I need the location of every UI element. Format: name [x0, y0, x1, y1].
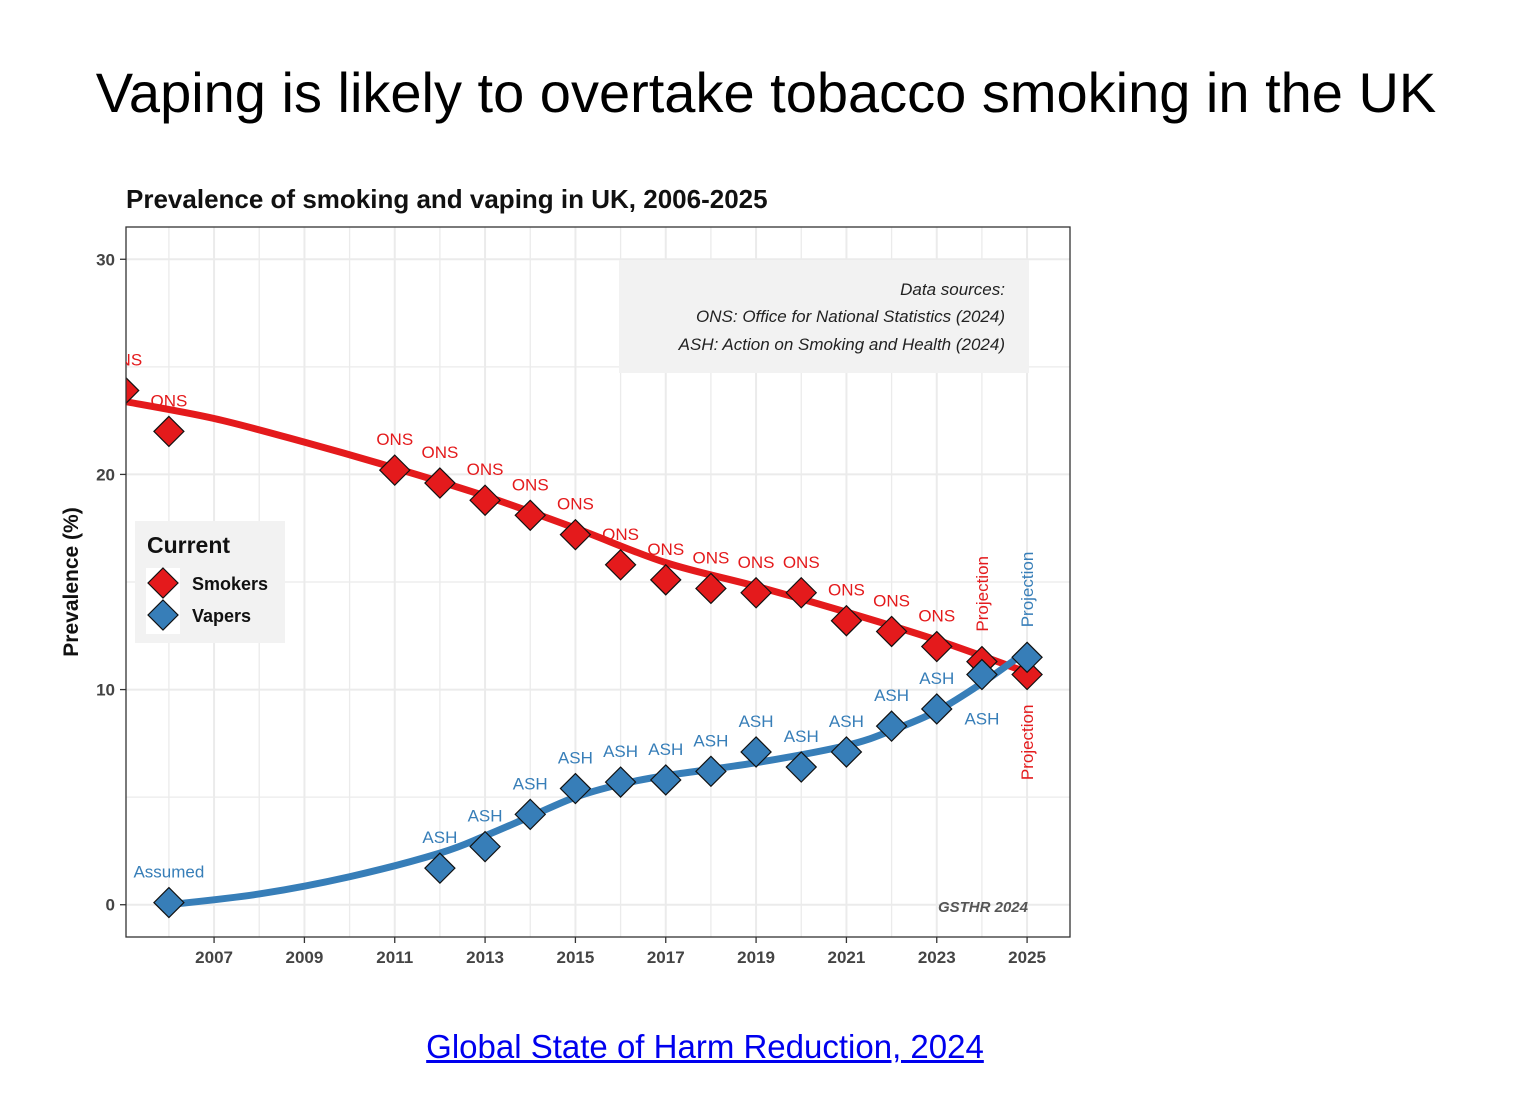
- smokers-point: [514, 499, 547, 532]
- plot-border: [125, 226, 1071, 938]
- smokers-point-label: Projection: [1018, 705, 1037, 781]
- smokers-point-label: ONS: [692, 548, 729, 567]
- vapers-point: [604, 766, 637, 798]
- smokers-point: [830, 604, 863, 637]
- vapers-point-label: ASH: [964, 710, 999, 729]
- vapers-point: [785, 751, 818, 783]
- data-points: [126, 376, 1043, 919]
- smokers-point: [785, 576, 818, 609]
- sources-line-2: ONS: Office for National Statistics (202…: [696, 307, 1005, 326]
- legend-smokers-marker: [147, 567, 179, 599]
- x-tick-label: 2013: [466, 948, 504, 967]
- smokers-point-label: ONS: [105, 351, 142, 370]
- vapers-point-label: ASH: [739, 712, 774, 731]
- vapers-point: [695, 755, 727, 788]
- vapers-point: [514, 798, 547, 831]
- vapers-point: [1011, 641, 1043, 674]
- smokers-point: [1011, 658, 1043, 691]
- legend-vapers-marker: [147, 599, 179, 631]
- vapers-point-label: ASH: [513, 774, 548, 793]
- vapers-point-label: ASH: [874, 686, 909, 705]
- chart-title: Prevalence of smoking and vaping in UK, …: [126, 184, 768, 214]
- smokers-point: [126, 376, 140, 405]
- vapers-point-label: ASH: [603, 742, 638, 761]
- point-labels: ONS ONS ONS ONS ONS ONS ONS ONS ONS ONS ONS ONS ONS O…: [105, 351, 1037, 882]
- smokers-point: [649, 564, 682, 596]
- smokers-point-label: ONS: [918, 607, 955, 626]
- axes: 2007 2009 2011 2013 2015 2017 2019 2021 2023 2025…: [96, 250, 1046, 967]
- smokers-point: [604, 548, 637, 581]
- y-axis-label: Prevalence (%): [60, 507, 83, 656]
- y-tick-label: 30: [96, 250, 115, 269]
- legend: Current Smokers Vapers: [135, 521, 285, 643]
- vapers-point: [559, 772, 592, 805]
- vapers-point-label: ASH: [558, 749, 593, 768]
- vapers-point-label: ASH: [693, 731, 728, 750]
- smokers-point-label: ONS: [647, 540, 684, 559]
- smokers-point: [695, 572, 727, 605]
- smokers-point: [424, 467, 456, 499]
- source-link[interactable]: Global State of Harm Reduction, 2024: [426, 1028, 984, 1065]
- vapers-point: [830, 736, 863, 768]
- x-tick-label: 2009: [285, 948, 323, 967]
- legend-vapers-label: Vapers: [192, 606, 251, 626]
- vapers-point-label: ASH: [784, 727, 819, 746]
- watermark: GSTHR 2024: [938, 899, 1029, 916]
- x-tick-label: 2015: [557, 948, 595, 967]
- vapers-point: [649, 764, 682, 796]
- smokers-point-label: ONS: [467, 460, 504, 479]
- vapers-point-label: ASH: [919, 669, 954, 688]
- smokers-point-label: ONS: [376, 430, 413, 449]
- smokers-point: [559, 518, 592, 551]
- vapers-point-label: ASH: [829, 712, 864, 731]
- smokers-point-label: ONS: [421, 443, 458, 462]
- x-tick-label: 2021: [828, 948, 866, 967]
- x-tick-label: 2025: [1008, 948, 1046, 967]
- smokers-point-label: ONS: [873, 591, 910, 610]
- x-tick-label: 2023: [918, 948, 956, 967]
- vapers-point: [469, 830, 501, 863]
- y-tick-label: 0: [106, 896, 115, 915]
- x-tick-label: 2007: [195, 948, 233, 967]
- data-sources-box: Data sources: ONS: Office for National S…: [619, 260, 1029, 373]
- vapers-point: [966, 658, 998, 691]
- smokers-point: [153, 415, 185, 448]
- vapers-point-label: ASH: [468, 807, 503, 826]
- smokers-point-label: ONS: [150, 391, 187, 410]
- vapers-point: [920, 693, 953, 725]
- vapers-point: [153, 886, 185, 919]
- x-tick-label: 2011: [376, 948, 413, 967]
- sources-line-3: ASH: Action on Smoking and Health (2024): [678, 335, 1005, 354]
- vapers-point: [740, 736, 772, 768]
- vapers-point-label: Assumed: [133, 863, 204, 882]
- vapers-point: [875, 710, 908, 742]
- smokers-point-label: ONS: [828, 581, 865, 600]
- y-tick-label: 20: [96, 465, 115, 484]
- smokers-point: [469, 484, 501, 517]
- vapers-point-label: Projection: [1018, 552, 1037, 628]
- x-tick-label: 2017: [647, 948, 685, 967]
- slide-title: Vaping is likely to overtake tobacco smo…: [95, 61, 1437, 124]
- smokers-point-label: Projection: [973, 556, 992, 632]
- y-tick-label: 10: [96, 681, 115, 700]
- smokers-point: [875, 615, 908, 648]
- smokers-point-label: ONS: [783, 553, 820, 572]
- smokers-point: [920, 630, 953, 663]
- smokers-point-label: ONS: [557, 495, 594, 514]
- legend-title: Current: [147, 532, 230, 558]
- smokers-point-label: ONS: [738, 553, 775, 572]
- smokers-point-label: ONS: [512, 475, 549, 494]
- smokers-point-label: ONS: [602, 525, 639, 544]
- smokers-point: [378, 454, 411, 486]
- smokers-point: [740, 576, 772, 609]
- vapers-point: [424, 852, 456, 884]
- sources-line-1: Data sources:: [900, 280, 1005, 299]
- x-tick-label: 2019: [737, 948, 775, 967]
- vapers-point-label: ASH: [422, 828, 457, 847]
- legend-smokers-label: Smokers: [192, 574, 268, 594]
- vapers-point-label: ASH: [648, 740, 683, 759]
